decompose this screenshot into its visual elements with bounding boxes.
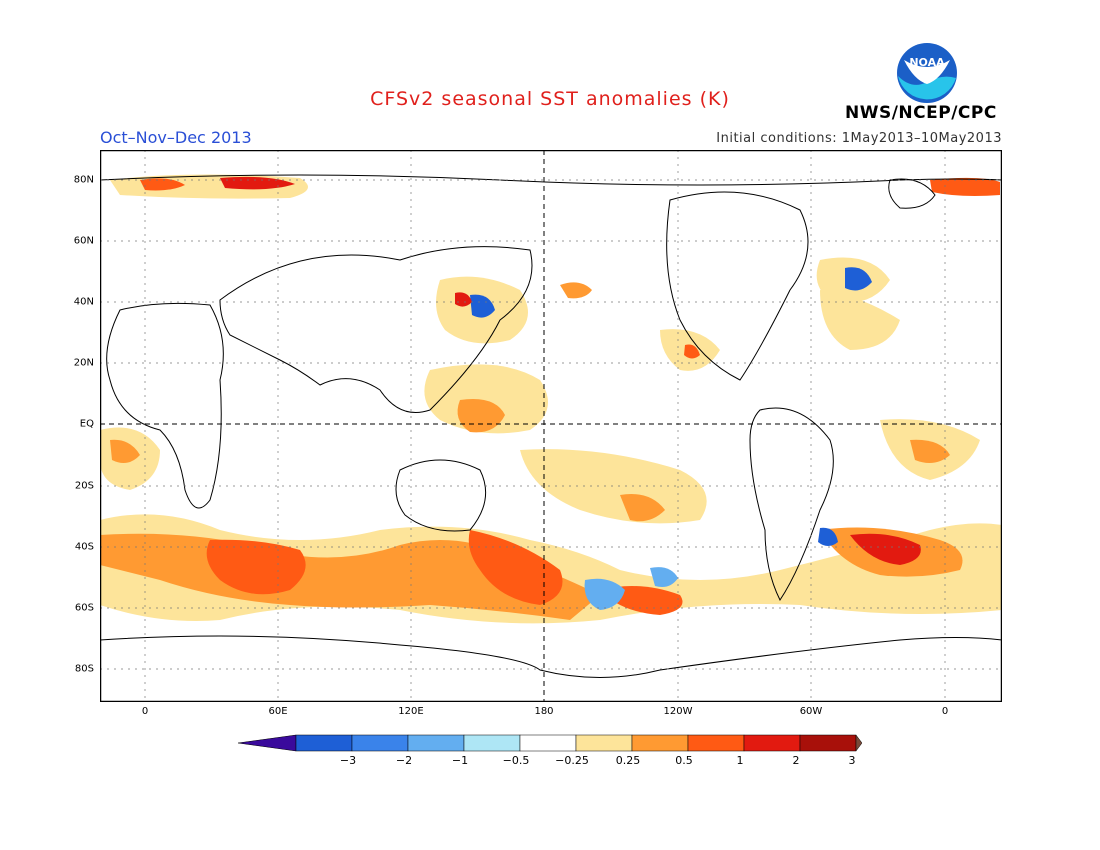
colorbar-label: 0.5: [675, 754, 693, 767]
colorbar-swatch: [687, 734, 745, 752]
latitude-label: 20S: [74, 480, 94, 492]
colorbar-label: 0.25: [615, 754, 641, 767]
colorbar-label: 3: [848, 754, 856, 767]
agency-label: NWS/NCEP/CPC: [845, 103, 997, 123]
longitude-label: 180: [534, 706, 554, 717]
coastlines: [100, 174, 1002, 678]
colorbar-label: 2: [792, 754, 800, 767]
sst-anomaly-map: [100, 150, 1002, 702]
colorbar-swatch: [519, 734, 577, 752]
colorbar-swatch: [463, 734, 521, 752]
longitude-label: 120W: [663, 706, 693, 717]
colorbar-swatch: [799, 734, 857, 752]
longitude-label: 0: [141, 706, 149, 717]
latitude-label: 60S: [74, 602, 94, 614]
longitude-label: 120E: [398, 706, 424, 717]
chart-title: CFSv2 seasonal SST anomalies (K): [370, 88, 730, 110]
colorbar-label: −1: [451, 754, 469, 767]
noaa-logo-icon: NOAA: [897, 43, 957, 103]
graticule: [100, 150, 1002, 702]
colorbar-label: 1: [736, 754, 744, 767]
anomaly-fills: [100, 174, 1002, 624]
longitude-label: 60W: [799, 706, 823, 717]
initial-conditions: Initial conditions: 1May2013–10May2013: [716, 131, 1002, 146]
latitude-label: 60N: [73, 235, 94, 247]
latitude-label: 20N: [73, 357, 94, 369]
colorbar-swatch: [407, 734, 465, 752]
latitude-label: 40N: [73, 296, 94, 308]
colorbar-swatch: [295, 734, 353, 752]
colorbar-swatch: [743, 734, 801, 752]
equator-dateline: [100, 150, 1002, 702]
colorbar-swatch: [351, 734, 409, 752]
colorbar: [238, 734, 862, 752]
map-frame: [100, 150, 1002, 702]
logo-text: NOAA: [909, 56, 945, 69]
colorbar-label: −2: [395, 754, 413, 767]
latitude-label: EQ: [79, 418, 94, 430]
latitude-label: 40S: [74, 541, 94, 553]
latitude-label: 80N: [73, 174, 94, 186]
colorbar-label: −3: [339, 754, 357, 767]
colorbar-extend-low: [238, 734, 297, 752]
longitude-label: 0: [941, 706, 949, 717]
colorbar-label: −0.25: [555, 754, 589, 767]
forecast-period: Oct–Nov–Dec 2013: [100, 128, 252, 147]
colorbar-label: −0.5: [502, 754, 530, 767]
colorbar-swatch: [631, 734, 689, 752]
latitude-label: 80S: [74, 663, 94, 675]
colorbar-extend-high: [855, 734, 862, 752]
longitude-label: 60E: [268, 706, 288, 717]
colorbar-swatch: [575, 734, 633, 752]
